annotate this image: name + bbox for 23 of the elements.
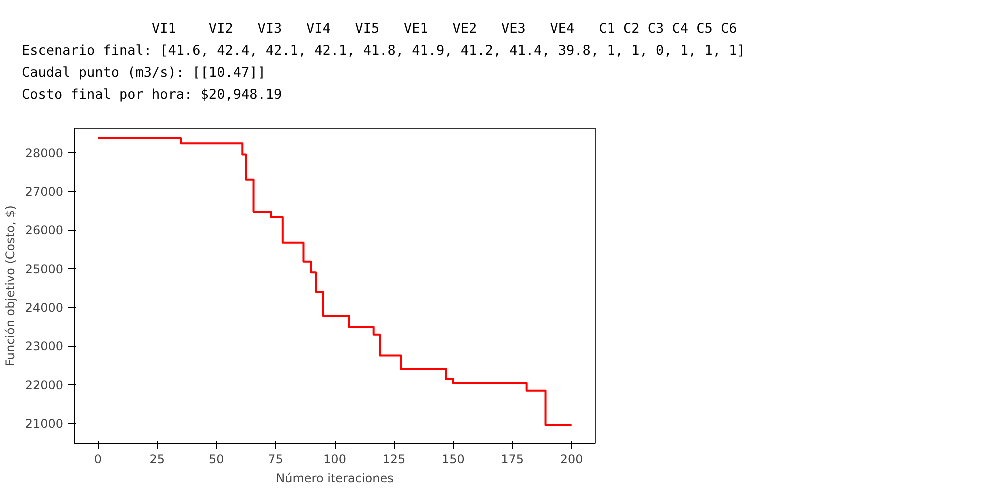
text: Costo final por hora: $20,948.19	[22, 87, 282, 103]
y-tick-label: 27000	[25, 185, 64, 199]
y-tick-label: 22000	[25, 378, 64, 392]
x-tick-label: 0	[94, 452, 102, 466]
y-tick-label: 21000	[25, 416, 64, 431]
x-tick-label: 175	[501, 452, 524, 466]
y-axis-title: Función objetivo (Costo, $)	[3, 206, 18, 366]
x-tick-label: 75	[268, 452, 284, 466]
x-tick-label: 125	[382, 452, 406, 466]
text: Escenario final: [41.6, 42.4, 42.1, 42.1, 41.8, 41.9, 41.2, 41.4, 39.8, 1, 1, 0, 1, 1, 1]	[22, 43, 746, 59]
x-tick-label: 200	[560, 452, 584, 466]
text: Caudal punto (m3/s): [[10.47]]	[22, 65, 266, 81]
x-tick-label: 100	[324, 452, 346, 466]
x-axis-title: Número iteraciones	[276, 472, 394, 486]
x-tick-label: 150	[442, 452, 465, 466]
text: VI1 VI2 VI3 VI4 VI5 VE1 VE2 VE3 VE4 C1 C2 C3 C4 C5 C6	[152, 21, 738, 37]
y-tick-label: 23000	[25, 340, 64, 354]
x-tick-label: 50	[208, 452, 224, 466]
y-tick-label: 24000	[25, 300, 64, 315]
y-tick-label: 25000	[25, 262, 64, 276]
x-tick-label: 25	[150, 452, 166, 466]
y-tick-label: 26000	[25, 224, 64, 238]
y-tick-label: 28000	[25, 146, 64, 160]
